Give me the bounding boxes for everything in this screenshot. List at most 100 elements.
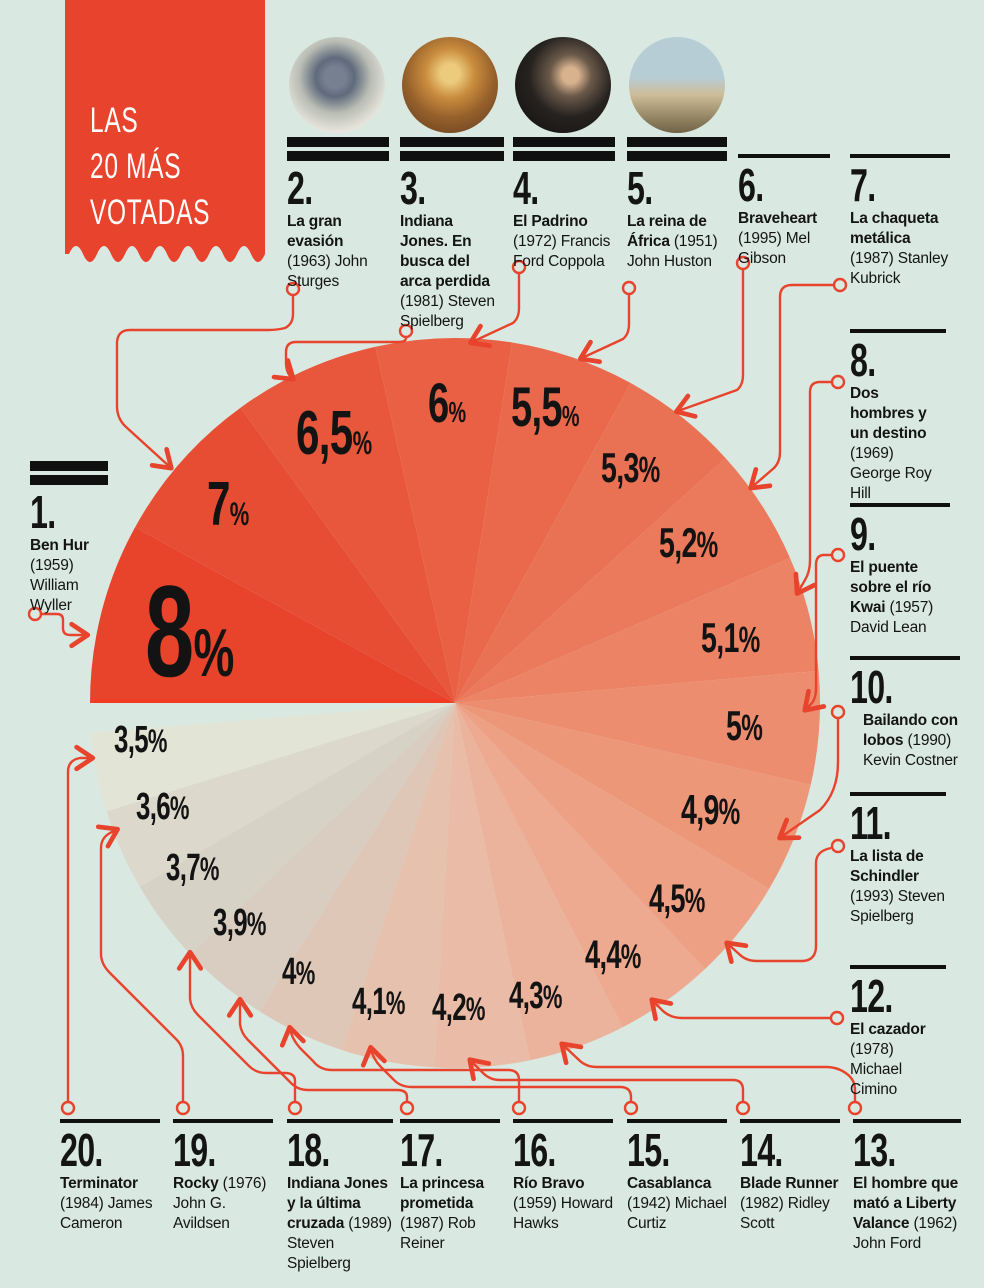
connector-dot-5	[621, 280, 637, 296]
rank-number: 20.	[60, 1124, 103, 1176]
movie-text: La reina de África (1951) John Huston	[627, 212, 727, 272]
movie-entry-9: 9. El puente sobre el río Kwai (1957) Dav…	[850, 503, 950, 638]
pie-percent-label-20: 3,5%	[114, 719, 167, 761]
pie-slice-1	[90, 527, 455, 703]
connector-line-6	[673, 270, 745, 419]
rank-number: 15.	[627, 1124, 670, 1176]
pie-percent-label-18: 3,7%	[166, 847, 219, 889]
connector-line-18	[176, 949, 297, 1101]
movie-meta: (1951) John Huston	[627, 232, 718, 270]
movie-meta: (1993) Steven Spielberg	[850, 887, 945, 925]
rank-bar	[30, 475, 108, 485]
movie-meta: (1963) John Sturges	[287, 252, 368, 290]
movie-photo-2	[289, 37, 385, 133]
movie-title: La reina de África	[627, 212, 707, 250]
movie-entry-13: 13. El hombre que mató a Liberty Valance …	[853, 1119, 961, 1254]
connector-line-8	[793, 380, 831, 596]
rank-bar	[60, 1119, 160, 1123]
pie-percent-label-6: 5,3%	[601, 444, 660, 491]
movie-text: Ben Hur (1959) William Wyller	[30, 536, 115, 616]
movie-entry-1: 1. Ben Hur (1959) William Wyller	[30, 461, 115, 616]
movie-meta: (1982) Ridley Scott	[740, 1194, 830, 1232]
rank-number: 2.	[287, 162, 313, 214]
movie-entry-17: 17. La princesa prometida (1987) Rob Rein…	[400, 1119, 500, 1254]
movie-title: Ben Hur	[30, 536, 89, 554]
rank-bar	[513, 151, 615, 161]
rank-number: 8.	[850, 334, 876, 386]
connector-dot-13	[847, 1100, 863, 1116]
connector-dot-16	[511, 1100, 527, 1116]
rank-number: 5.	[627, 162, 653, 214]
movie-text: La princesa prometida (1987) Rob Reiner	[400, 1174, 500, 1254]
movie-text: Casablanca (1942) Michael Curtiz	[627, 1174, 727, 1234]
movie-title: Indiana Jones. En busca del arca perdida	[400, 212, 490, 290]
rank-bar	[400, 151, 504, 161]
pie-slice-14	[434, 703, 531, 1068]
movie-text: Braveheart (1995) Mel Gibson	[738, 209, 830, 269]
rank-bar	[627, 1119, 727, 1123]
rank-bar	[850, 329, 946, 333]
movie-title: Bailando con lobos	[863, 711, 958, 749]
connector-dot-18	[287, 1100, 303, 1116]
rank-bar	[287, 151, 389, 161]
movie-entry-7: 7. La chaqueta metálica (1987) Stanley Ku…	[850, 154, 950, 289]
movie-title: Casablanca	[627, 1174, 712, 1192]
movie-text: El hombre que mató a Liberty Valance (19…	[853, 1174, 961, 1254]
rank-bar	[173, 1119, 273, 1123]
pie-percent-label-9: 5%	[726, 702, 763, 749]
movie-meta: (1984) James Cameron	[60, 1194, 153, 1232]
pie-slice-4	[375, 338, 513, 703]
pie-percent-label-14: 4,2%	[432, 987, 485, 1029]
movie-entry-20: 20. Terminator (1984) James Cameron	[60, 1119, 160, 1234]
movie-meta: (1976) John G. Avildsen	[173, 1174, 267, 1232]
title-line-3: VOTADAS	[90, 193, 211, 233]
rank-number: 16.	[513, 1124, 556, 1176]
movie-text: La gran evasión (1963) John Sturges	[287, 212, 389, 292]
connector-line-12	[649, 997, 830, 1022]
movie-text: Dos hombres y un destino (1969) George R…	[850, 384, 946, 504]
connector-line-15	[360, 1044, 633, 1101]
connector-dot-7	[832, 277, 848, 293]
movie-title: La princesa prometida	[400, 1174, 484, 1212]
connector-line-4	[468, 274, 521, 349]
rank-bar	[850, 965, 946, 969]
connector-dot-4	[511, 259, 527, 275]
movie-title: La lista de Schindler	[850, 847, 924, 885]
title-banner: LAS 20 MÁS VOTADAS	[65, 0, 265, 262]
movie-entry-8: 8. Dos hombres y un destino (1969) George…	[850, 329, 946, 504]
connector-line-9	[802, 553, 831, 713]
movie-title: El puente sobre el río Kwai	[850, 558, 932, 616]
pie-percent-label-1: 8%	[145, 558, 234, 704]
movie-title: Blade Runner	[740, 1174, 839, 1192]
rank-bar	[400, 1119, 500, 1123]
connector-line-16	[279, 1024, 521, 1101]
pie-slice-11	[455, 703, 770, 970]
rank-number: 7.	[850, 159, 876, 211]
movie-meta: (1981) Steven Spielberg	[400, 292, 495, 330]
connector-dot-9	[830, 547, 846, 563]
rank-number: 11.	[850, 797, 892, 849]
pie-percent-label-3: 6,5%	[296, 399, 372, 468]
movie-text: Bailando con lobos (1990) Kevin Costner	[850, 711, 960, 771]
pie-percent-label-8: 5,1%	[701, 614, 760, 661]
movie-title: El hombre que mató a Liberty Valance	[853, 1174, 959, 1232]
title-line-1: LAS	[90, 101, 139, 140]
title-line-2: 20 MÁS	[90, 147, 182, 187]
rank-bar	[850, 792, 946, 796]
rank-bar	[287, 1119, 393, 1123]
rank-bar	[287, 137, 389, 147]
rank-bar	[850, 154, 950, 158]
connector-dot-20	[60, 1100, 76, 1116]
connector-line-11	[724, 846, 832, 965]
movie-entry-12: 12. El cazador (1978) Michael Cimino	[850, 965, 946, 1100]
connector-line-19	[95, 824, 185, 1101]
connector-dot-14	[735, 1100, 751, 1116]
movie-entry-4: 4. El Padrino (1972) Francis Ford Coppola	[513, 37, 615, 272]
movie-meta: (1978) Michael Cimino	[850, 1040, 903, 1098]
connector-dot-8	[830, 374, 846, 390]
rank-number: 14.	[740, 1124, 783, 1176]
movie-text: Rocky (1976) John G. Avildsen	[173, 1174, 273, 1234]
pie-slice-8	[455, 558, 819, 703]
